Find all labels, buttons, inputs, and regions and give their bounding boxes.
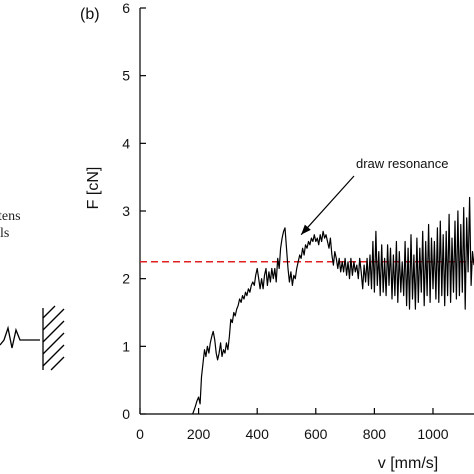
y-tick-label: 2 [122,271,130,287]
plot-area [140,8,474,414]
annotation: draw resonance [300,156,449,236]
annotation-arrow [300,175,355,236]
y-tick-label: 6 [122,0,130,16]
fragment-text-1: tens [0,209,21,224]
annotation-arrowhead-icon [301,224,311,235]
y-tick-label: 5 [122,68,130,84]
x-axis-ticks: 0 200 400 600 800 1000 [136,408,449,442]
y-tick-label: 1 [122,338,130,354]
panel-label: (b) [80,6,100,23]
x-tick-label: 0 [136,426,144,442]
y-tick-label: 3 [122,203,130,219]
x-tick-label: 400 [246,426,270,442]
x-tick-label: 1000 [417,426,448,442]
annotation-text: draw resonance [356,156,449,171]
series-line [192,196,474,415]
y-axis-ticks: 0 1 2 3 4 5 6 [122,0,146,422]
wall-hatch-lines [42,305,65,371]
y-tick-label: 0 [122,406,130,422]
spring-zigzag-icon [0,325,40,349]
x-tick-label: 600 [304,426,328,442]
y-tick-label: 4 [122,135,130,151]
y-axis-title: F [cN] [85,167,102,210]
x-tick-label: 200 [187,426,211,442]
left-figure-fragment: tens ls [0,209,65,371]
x-tick-label: 800 [363,426,387,442]
x-axis-title: v [mm/s] [378,455,438,472]
fragment-text-2: ls [0,226,9,241]
